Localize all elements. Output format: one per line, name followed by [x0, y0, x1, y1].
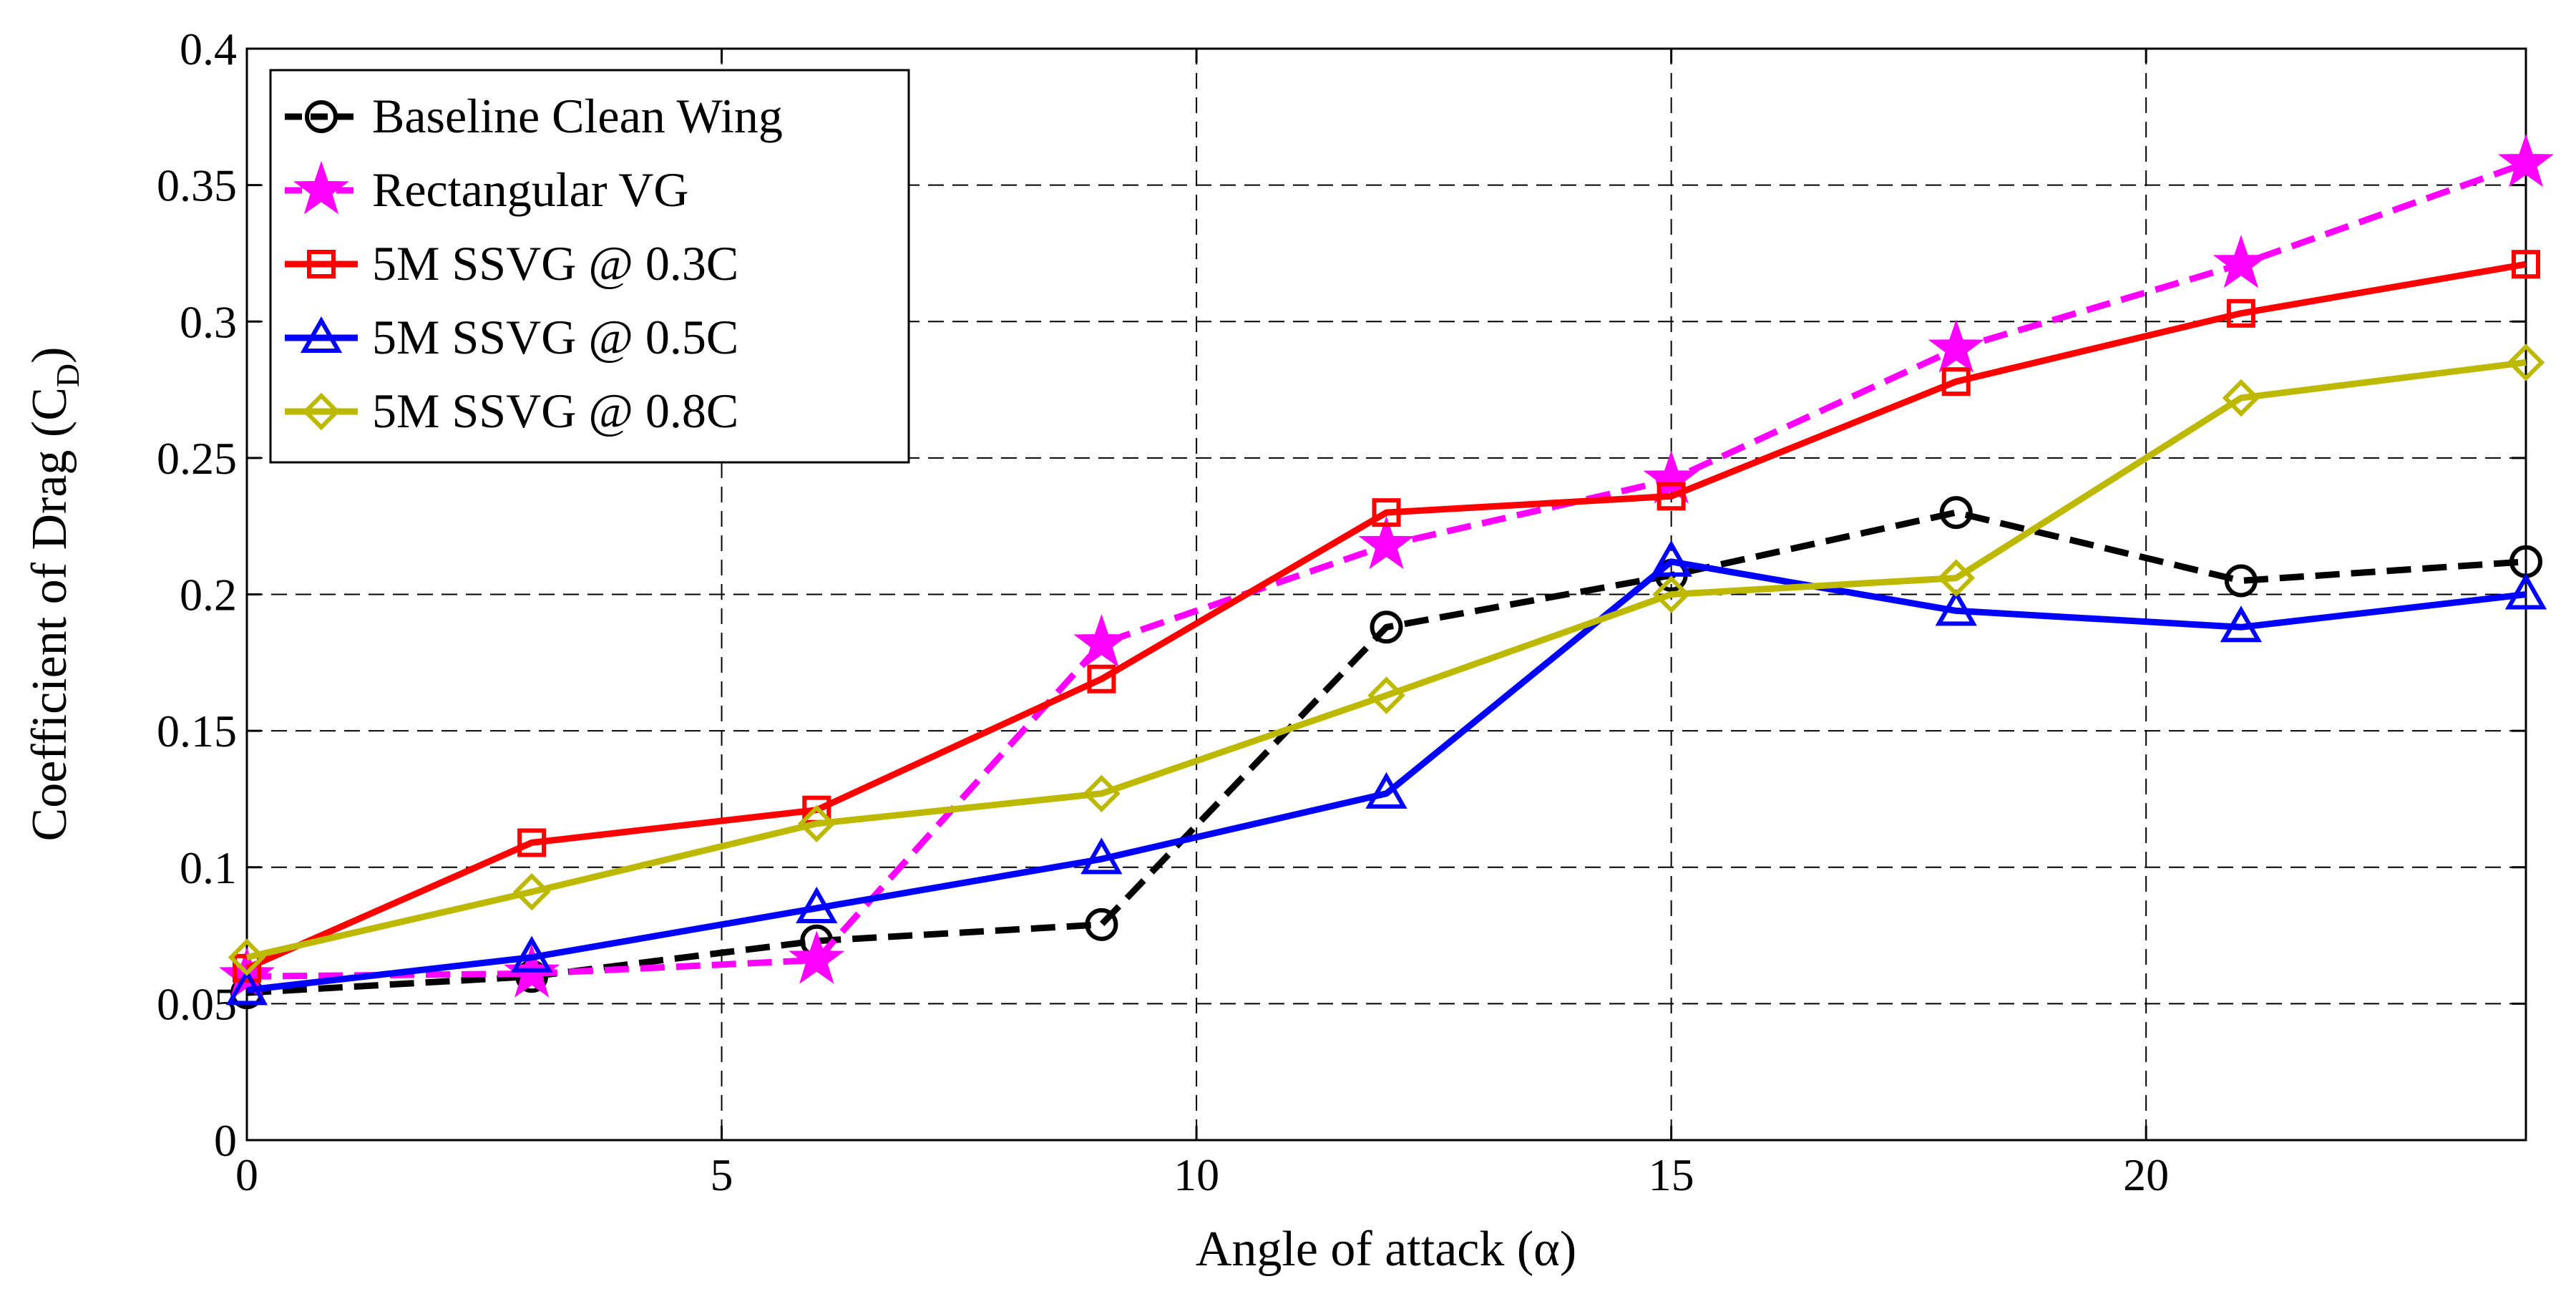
data-point-marker — [796, 886, 838, 923]
data-point-marker — [1080, 837, 1123, 875]
y-tick-label: 0.1 — [180, 842, 237, 893]
data-point-marker — [1657, 482, 1686, 511]
x-tick-label: 10 — [1174, 1149, 1219, 1200]
series-line — [246, 509, 2527, 996]
data-point-marker — [510, 935, 553, 973]
data-point-marker — [2512, 250, 2540, 279]
data-point-marker — [2212, 235, 2269, 288]
data-point-marker — [1370, 610, 1403, 644]
series-3 — [225, 540, 2547, 1006]
data-point-marker — [789, 930, 845, 984]
legend-label: Rectangular VG — [372, 162, 689, 217]
y-tick-label: 0.35 — [157, 160, 237, 211]
y-tick-label: 0.3 — [180, 296, 237, 347]
data-point-marker — [1939, 496, 1973, 530]
legend: Baseline Clean Wing Rectangular VG 5M SSVG… — [269, 69, 910, 464]
x-tick-label: 5 — [711, 1149, 733, 1200]
data-point-marker — [1941, 367, 1971, 396]
data-point-marker — [1367, 676, 1405, 714]
data-point-marker — [1935, 589, 1977, 626]
data-point-marker — [1643, 450, 1699, 504]
legend-marker — [302, 392, 341, 431]
series-4 — [228, 344, 2545, 976]
legend-label: 5M SSVG @ 0.3C — [372, 236, 738, 291]
y-tick-label: 0.4 — [180, 24, 237, 74]
axis-ticks: 0 5 10 15 20 0 0.05 0.1 0.15 0.2 0.25 0.3 0.35 0.4 — [157, 24, 2526, 1200]
data-point-marker — [1652, 575, 1690, 613]
legend-marker — [307, 250, 336, 278]
x-axis-label: Angle of attack (α) — [1196, 1222, 1576, 1277]
series-line — [245, 261, 2527, 971]
legend-box — [269, 69, 910, 464]
legend-marker — [300, 316, 343, 353]
legend-label: 5M SSVG @ 0.5C — [372, 310, 738, 364]
data-point-marker — [2497, 133, 2555, 188]
legend-label: 5M SSVG @ 0.8C — [372, 384, 738, 438]
y-tick-label: 0.2 — [180, 570, 237, 621]
data-point-marker — [1083, 774, 1121, 813]
data-point-marker — [512, 872, 551, 911]
x-tick-label: 20 — [2123, 1149, 2169, 1200]
legend-entry: Rectangular VG — [285, 160, 689, 217]
series-lines — [218, 133, 2555, 1010]
y-tick-label: 0.25 — [157, 433, 237, 484]
data-point-marker — [1087, 664, 1116, 694]
legend-marker — [305, 100, 338, 133]
y-tick-label: 0.15 — [157, 706, 237, 756]
data-point-marker — [2224, 564, 2258, 598]
legend-label: Baseline Clean Wing — [372, 89, 783, 143]
data-point-marker — [2220, 605, 2263, 643]
series-line — [246, 558, 2527, 993]
data-point-marker — [1085, 908, 1118, 941]
data-point-marker — [798, 804, 836, 842]
y-tick-label: 0 — [214, 1115, 237, 1166]
x-tick-label: 0 — [235, 1149, 258, 1200]
data-point-marker — [1937, 559, 1975, 597]
series-2 — [233, 250, 2540, 983]
data-point-marker — [2507, 344, 2545, 381]
data-point-marker — [1073, 613, 1130, 668]
data-point-marker — [1372, 498, 1401, 527]
data-point-marker — [2226, 298, 2255, 328]
x-tick-label: 15 — [1649, 1149, 1694, 1200]
data-point-marker — [2222, 379, 2260, 417]
data-point-marker — [1358, 515, 1415, 570]
data-point-marker — [225, 968, 268, 1006]
data-point-marker — [1650, 540, 1692, 577]
data-point-marker — [2504, 573, 2547, 610]
data-point-marker — [1928, 319, 1984, 373]
y-tick-label: 0.05 — [157, 978, 237, 1029]
data-point-marker — [1365, 772, 1407, 809]
series-line — [245, 359, 2527, 960]
legend-marker — [293, 160, 350, 215]
data-point-marker — [517, 828, 547, 857]
legend-entry: 5M SSVG @ 0.5C — [285, 310, 738, 364]
legend-entry: 5M SSVG @ 0.8C — [285, 384, 738, 438]
data-point-marker — [228, 938, 266, 976]
legend-entry: 5M SSVG @ 0.3C — [285, 236, 738, 291]
legend-entry: Baseline Clean Wing — [285, 89, 783, 143]
y-axis-label: Coefficient of Drag (CD) — [22, 347, 86, 842]
